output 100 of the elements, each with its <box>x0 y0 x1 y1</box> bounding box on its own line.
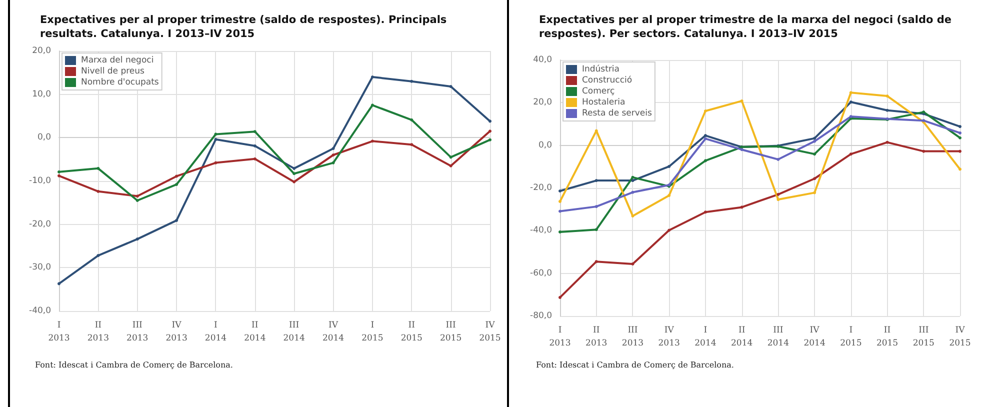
x-tick-label: IV 2015 <box>949 326 971 348</box>
point <box>488 138 492 142</box>
y-tick-label: -40,0 <box>29 306 51 316</box>
point <box>922 150 926 153</box>
x-tick-label: III 2015 <box>912 326 934 348</box>
point <box>96 166 100 170</box>
point <box>96 190 100 193</box>
point <box>849 152 852 156</box>
point <box>410 143 414 146</box>
line-series <box>58 76 492 286</box>
legend-label: Hostaleria <box>582 98 626 108</box>
chart-title: Expectatives per al proper trimestre (saldo de respostes). Principals resultats. Catalunya. I 2013–IV 2015 <box>40 14 450 40</box>
x-tick-label: III 2013 <box>126 320 148 344</box>
x-tick-label: III 2015 <box>440 320 462 344</box>
point <box>631 176 634 179</box>
x-tick-label: I 2015 <box>362 320 384 344</box>
point <box>58 170 60 174</box>
point <box>813 191 816 194</box>
point <box>631 179 634 182</box>
y-tick-label: -40,0 <box>530 226 552 236</box>
x-tick-label: IV 2013 <box>658 326 680 348</box>
point <box>668 228 671 232</box>
legend-label: Construcció <box>582 76 632 86</box>
point <box>253 130 256 134</box>
x-tick-label: II 2014 <box>731 326 753 348</box>
point <box>813 152 816 156</box>
point <box>813 136 816 140</box>
line-series <box>558 110 962 234</box>
line-series <box>58 104 492 202</box>
x-tick-label: I 2015 <box>840 326 862 348</box>
point <box>594 228 598 232</box>
point <box>849 100 852 104</box>
y-tick-label: -20,0 <box>29 219 51 230</box>
legend-label: Nombre d'ocupats <box>81 78 160 88</box>
text: Font: Idescat i Cambra de Comerç de Barcelona. <box>536 360 734 370</box>
point <box>488 130 492 133</box>
point <box>136 194 139 198</box>
point <box>370 104 374 107</box>
x-tick-label: III 2013 <box>622 326 644 348</box>
point <box>558 200 562 203</box>
point <box>740 99 744 102</box>
point <box>668 164 671 168</box>
point <box>136 238 139 241</box>
point <box>631 262 634 266</box>
point <box>332 154 335 156</box>
line-series <box>558 115 962 213</box>
point <box>704 210 707 214</box>
point <box>136 199 139 202</box>
point <box>776 158 780 161</box>
point <box>558 210 562 213</box>
y-tick-label: 20,0 <box>533 98 552 108</box>
y-tick-label: -20,0 <box>530 183 552 193</box>
point <box>449 164 452 168</box>
x-tick-label: II 2013 <box>87 320 109 344</box>
point <box>332 147 335 150</box>
point <box>214 138 218 141</box>
point <box>253 144 256 148</box>
chart-title: Expectatives per al proper trimestre de la marxa del negoci (saldo de respostes). Per sectors. Catalunya. I 2013–IV 2015 <box>539 14 956 40</box>
x-tick-label: II 2014 <box>244 320 266 344</box>
point <box>292 172 296 176</box>
point <box>175 174 178 178</box>
point <box>668 194 671 197</box>
y-tick-label: -10,0 <box>29 176 51 186</box>
point <box>631 190 634 194</box>
line-series <box>558 140 962 299</box>
y-tick-label: 40,0 <box>533 55 552 65</box>
x-tick-label: I 2013 <box>549 326 571 348</box>
point <box>740 148 744 152</box>
y-tick-label: 0,0 <box>37 132 51 143</box>
point <box>958 150 962 153</box>
legend-label: Marxa del negoci <box>81 56 154 66</box>
point <box>410 80 414 83</box>
point <box>594 205 598 208</box>
text: Font: Idescat i Cambra de Comerç de Barcelona. <box>35 360 233 370</box>
y-tick-label: 10,0 <box>32 89 51 100</box>
point <box>292 180 296 184</box>
y-tick-label: 20,0 <box>32 46 51 56</box>
x-tick-label: IV 2014 <box>322 320 344 344</box>
x-tick-label: IV 2013 <box>166 320 188 344</box>
y-tick-label: 0,0 <box>538 140 552 150</box>
point <box>594 260 598 264</box>
point <box>704 137 707 140</box>
point <box>58 282 60 286</box>
point <box>370 140 374 143</box>
point <box>410 118 414 122</box>
point <box>253 157 256 160</box>
x-tick-label: I 2014 <box>204 320 227 344</box>
point <box>704 159 707 162</box>
x-tick-label: II 2015 <box>876 326 898 348</box>
point <box>214 161 218 164</box>
legend-label: Resta de serveis <box>582 108 653 118</box>
point <box>96 254 100 258</box>
point <box>488 120 492 123</box>
x-tick-label: I 2013 <box>48 320 70 344</box>
point <box>558 230 562 234</box>
point <box>813 140 816 143</box>
point <box>958 136 962 140</box>
x-tick-label: II 2015 <box>400 320 422 344</box>
y-tick-label: -30,0 <box>29 262 51 273</box>
legend-label: Comerç <box>582 86 615 96</box>
